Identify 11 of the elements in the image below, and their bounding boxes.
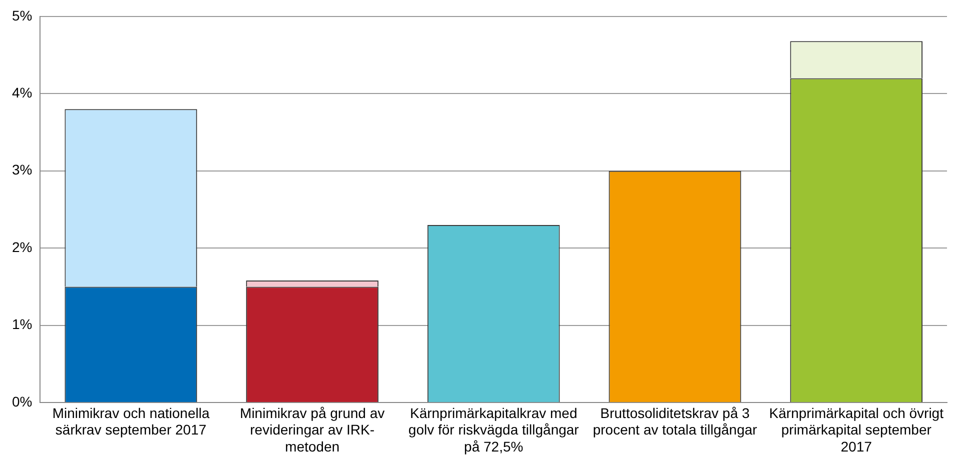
y-tick-label: 0%	[12, 393, 32, 410]
y-tick-label: 4%	[12, 84, 32, 100]
y-tick-label: 2%	[12, 238, 32, 255]
x-tick-label: Minimikrav på grund av revideringar av IRK-metoden	[240, 404, 385, 454]
y-tick-label: 3%	[12, 162, 32, 178]
y-tick-label: 5%	[12, 7, 32, 24]
y-tick-label: 1%	[12, 316, 32, 332]
x-tick-label: Kärnprimärkapital och övrigt primärkapital september 2017	[769, 404, 944, 454]
x-tick-label: Kärnprimärkapitalkrav med golv för riskvägda tillgångar på 72,5%	[408, 404, 580, 454]
x-tick-label: Minimikrav och nationella särkrav september 2017	[52, 404, 210, 438]
x-tick-label: Bruttosoliditetskrav på 3 procent av totala tillgångar	[592, 404, 758, 438]
